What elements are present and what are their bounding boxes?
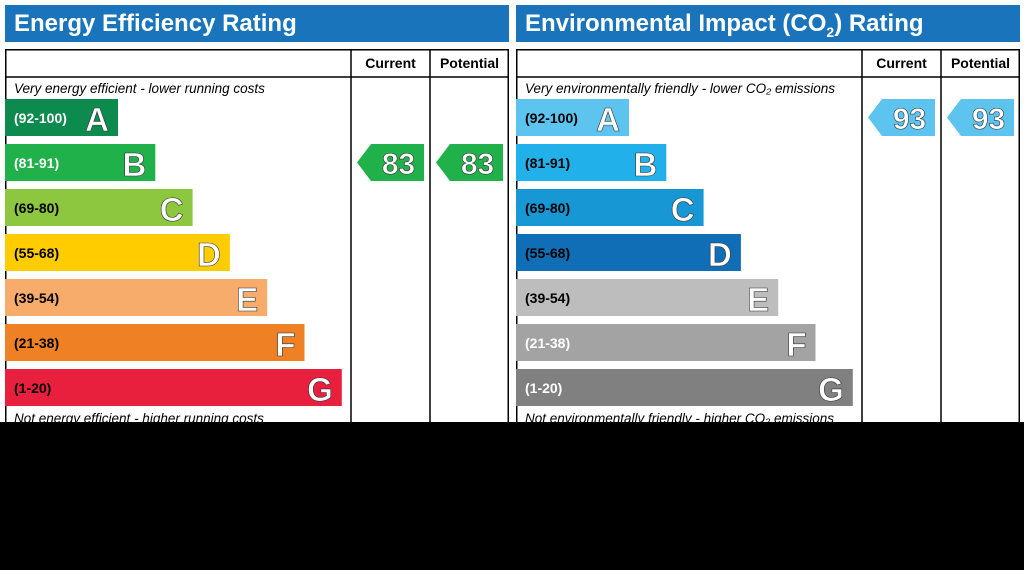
environmental-band-letter-f: F [786, 326, 806, 363]
environmental-band-letter-a: A [596, 101, 620, 138]
environmental-band-c [516, 189, 704, 226]
energy-potential-arrow [436, 144, 503, 181]
energy-band-letter-b: B [122, 146, 146, 183]
environmental-bottom-note: Not environmentally friendly - higher CO… [525, 411, 834, 422]
energy-band-a [5, 99, 118, 136]
environmental-band-e [516, 279, 779, 316]
environmental-band-d [516, 234, 741, 271]
epc-graphic: Energy Efficiency Rating Current Potentia… [0, 0, 1024, 422]
energy-current-arrow [357, 144, 424, 181]
energy-band-d [5, 234, 230, 271]
energy-efficiency-panel: Energy Efficiency Rating Current Potentia… [5, 5, 509, 422]
energy-band-c [5, 189, 193, 226]
environmental-potential-value: 93 [972, 103, 1005, 136]
energy-band-b [5, 144, 156, 181]
environmental-impact-title: Environmental Impact (CO2) Rating [516, 5, 1020, 42]
energy-potential-value: 83 [461, 148, 494, 181]
environmental-band-letter-b: B [633, 146, 657, 183]
energy-band-g [5, 369, 342, 406]
environmental-band-range-c: (69-80) [525, 200, 570, 216]
energy-band-letter-c: C [160, 191, 184, 228]
energy-band-range-a: (92-100) [14, 110, 67, 126]
environmental-band-range-e: (39-54) [525, 290, 570, 306]
environmental-band-g [516, 369, 853, 406]
energy-current-value: 83 [382, 148, 415, 181]
energy-band-range-e: (39-54) [14, 290, 59, 306]
energy-band-letter-d: D [197, 236, 221, 273]
energy-band-e [5, 279, 268, 316]
environmental-band-letter-e: E [747, 281, 769, 318]
energy-band-letter-e: E [236, 281, 258, 318]
black-background [0, 422, 1024, 570]
energy-top-note: Very energy efficient - lower running co… [14, 81, 265, 96]
energy-header-potential: Potential [440, 55, 499, 71]
energy-band-letter-g: G [307, 371, 333, 408]
energy-band-range-b: (81-91) [14, 155, 59, 171]
environmental-impact-panel: Environmental Impact (CO2) Rating Curren… [516, 5, 1020, 422]
energy-band-letter-a: A [85, 101, 109, 138]
energy-band-range-c: (69-80) [14, 200, 59, 216]
environmental-band-range-g: (1-20) [525, 380, 562, 396]
environmental-header-potential: Potential [951, 55, 1010, 71]
energy-band-range-d: (55-68) [14, 245, 59, 261]
environmental-header-current: Current [876, 55, 927, 71]
energy-band-letter-f: F [275, 326, 295, 363]
environmental-band-a [516, 99, 629, 136]
environmental-band-range-a: (92-100) [525, 110, 578, 126]
environmental-impact-svg: Current Potential Very environmentally fri… [516, 49, 1020, 422]
energy-band-range-f: (21-38) [14, 335, 59, 351]
energy-efficiency-title: Energy Efficiency Rating [5, 5, 509, 42]
environmental-band-range-b: (81-91) [525, 155, 570, 171]
energy-efficiency-chart: Current Potential Very energy efficient - … [5, 49, 509, 422]
environmental-band-letter-c: C [671, 191, 695, 228]
energy-band-range-g: (1-20) [14, 380, 51, 396]
environmental-band-b [516, 144, 667, 181]
environmental-top-note: Very environmentally friendly - lower CO… [525, 81, 835, 96]
environmental-current-arrow [868, 99, 935, 136]
environmental-band-letter-d: D [708, 236, 732, 273]
energy-efficiency-svg: Current Potential Very energy efficient - … [5, 49, 509, 422]
environmental-band-letter-g: G [818, 371, 844, 408]
environmental-band-f [516, 324, 816, 361]
environmental-potential-arrow [947, 99, 1014, 136]
environmental-band-range-f: (21-38) [525, 335, 570, 351]
energy-header-current: Current [365, 55, 416, 71]
environmental-band-range-d: (55-68) [525, 245, 570, 261]
energy-bottom-note: Not energy efficient - higher running co… [14, 411, 264, 422]
environmental-current-value: 93 [893, 103, 926, 136]
energy-band-f [5, 324, 305, 361]
environmental-impact-chart: Current Potential Very environmentally fri… [516, 49, 1020, 422]
